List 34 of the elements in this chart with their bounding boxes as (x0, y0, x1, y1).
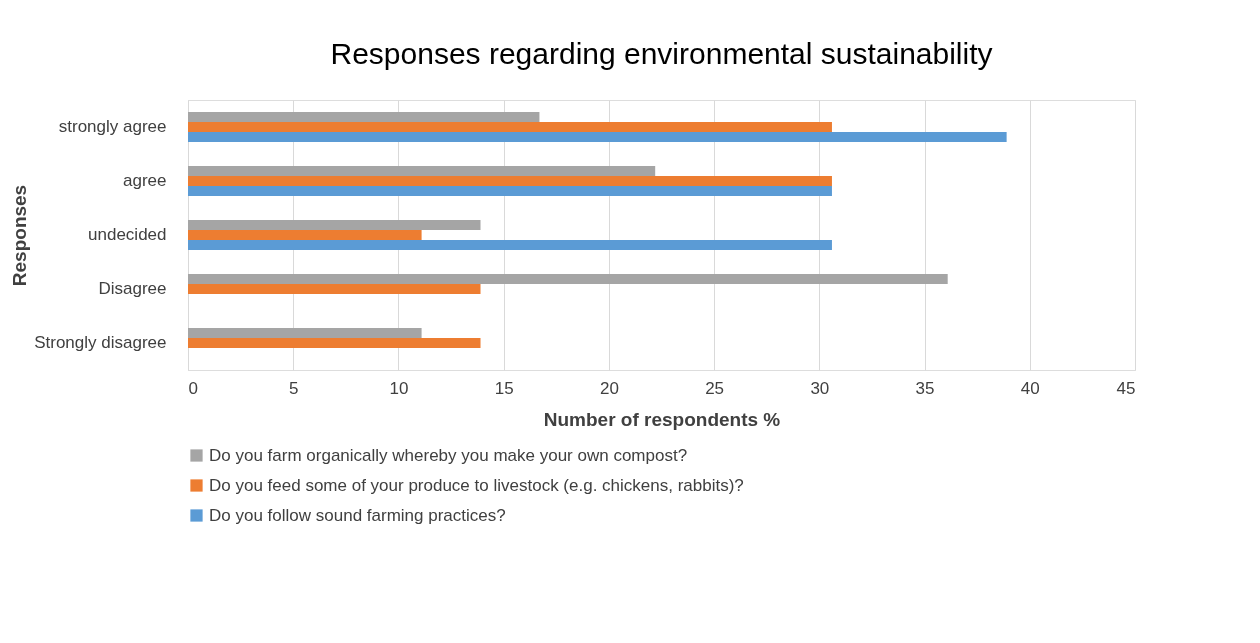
bar (188, 186, 832, 197)
x-tick-label: 20 (599, 378, 619, 398)
legend-label: Do you farm organically whereby you make your own compost? (209, 445, 688, 465)
y-tick-label: undecided (88, 225, 167, 244)
x-tick-label: 10 (389, 378, 409, 398)
x-tick-label: 35 (915, 378, 935, 398)
legend-label: Do you feed some of your produce to livestock (e.g. chickens, rabbits)? (209, 475, 744, 495)
x-tick-label: 15 (494, 378, 514, 398)
bar (188, 219, 481, 230)
chart-title: Responses regarding environmental sustainability (330, 37, 993, 70)
y-tick-label: Strongly disagree (34, 333, 167, 352)
bar (188, 111, 540, 122)
x-tick-label: 0 (188, 378, 198, 398)
bar (188, 283, 481, 295)
x-tick-label: 5 (288, 378, 299, 398)
bar (188, 121, 832, 133)
bar (188, 273, 948, 284)
bar (188, 132, 1007, 143)
y-axis-title: Responses (9, 184, 31, 287)
x-tick-label: 30 (810, 378, 830, 398)
bar (188, 327, 422, 338)
y-tick-label: agree (123, 171, 167, 190)
x-tick-label: 40 (1020, 378, 1040, 398)
bar (188, 165, 656, 176)
bar (188, 337, 481, 349)
bar (188, 240, 832, 251)
x-tick-label: 25 (705, 378, 725, 398)
x-axis-title: Number of respondents % (543, 408, 781, 430)
bar (188, 229, 422, 241)
bar (188, 175, 832, 187)
y-tick-label: strongly agree (58, 117, 167, 136)
x-tick-label: 45 (1116, 378, 1136, 398)
y-tick-label: Disagree (98, 279, 167, 298)
legend-label: Do you follow sound farming practices? (209, 505, 506, 525)
